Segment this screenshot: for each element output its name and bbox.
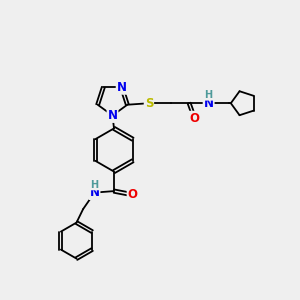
Text: N: N xyxy=(117,81,127,94)
Text: N: N xyxy=(204,97,214,110)
Text: O: O xyxy=(190,112,200,125)
Text: H: H xyxy=(205,90,213,100)
Text: N: N xyxy=(107,109,118,122)
Text: S: S xyxy=(145,97,153,110)
Text: N: N xyxy=(89,186,100,199)
Text: O: O xyxy=(128,188,138,201)
Text: H: H xyxy=(90,179,99,190)
